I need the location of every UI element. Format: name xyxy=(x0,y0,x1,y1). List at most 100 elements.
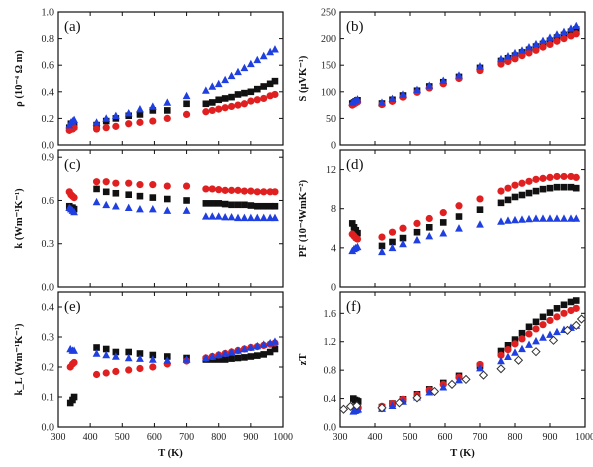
data-point-square xyxy=(260,351,268,358)
y-tick-label: 0.0 xyxy=(42,423,55,434)
data-point-triangle xyxy=(271,213,279,222)
data-point-circle xyxy=(518,335,526,343)
data-point-triangle xyxy=(378,98,386,106)
x-tick-label: 1000 xyxy=(273,432,293,443)
data-point-triangle xyxy=(532,39,540,48)
data-point-square xyxy=(136,192,144,200)
data-point-triangle xyxy=(102,200,111,209)
y-axis-title: ρ (10⁻⁴ Ω m) xyxy=(14,50,25,107)
data-point-square xyxy=(504,341,512,349)
plot-frame xyxy=(339,149,586,288)
data-point-square xyxy=(102,345,110,353)
data-point-triangle xyxy=(439,76,448,84)
data-point-square xyxy=(234,201,242,209)
data-point-triangle xyxy=(214,212,223,220)
data-point-square xyxy=(539,185,547,193)
data-point-triangle xyxy=(221,75,230,84)
data-point-triangle xyxy=(221,349,230,357)
data-point-square xyxy=(532,187,540,195)
data-point-circle xyxy=(221,104,229,112)
data-point-triangle xyxy=(439,229,448,237)
data-point-triangle xyxy=(102,350,111,359)
data-point-triangle xyxy=(476,220,484,228)
series-triangle xyxy=(348,214,581,256)
plot-frame xyxy=(57,149,284,288)
data-point-square xyxy=(125,348,133,356)
series-circle xyxy=(349,304,580,412)
series-circle xyxy=(348,172,580,243)
data-point-triangle xyxy=(253,213,262,222)
y-tick-label: 0.4 xyxy=(324,394,337,405)
data-point-circle xyxy=(247,187,255,195)
data-point-circle xyxy=(271,90,279,99)
data-point-triangle xyxy=(208,352,217,360)
data-point-square xyxy=(572,26,580,33)
data-point-triangle xyxy=(70,207,78,216)
data-point-triangle xyxy=(136,104,144,113)
data-point-square xyxy=(234,91,242,98)
data-point-triangle xyxy=(546,214,554,222)
data-point-diamond-open xyxy=(429,386,440,397)
data-point-circle xyxy=(202,108,210,116)
data-point-circle xyxy=(504,184,512,192)
data-point-square xyxy=(546,309,554,316)
x-tick-label: 600 xyxy=(438,432,453,443)
data-point-circle xyxy=(532,175,540,183)
data-point-triangle xyxy=(92,197,101,206)
y-tick-label: 0.1 xyxy=(42,393,55,404)
data-point-triangle xyxy=(271,337,279,345)
data-point-triangle xyxy=(455,71,463,79)
data-point-square xyxy=(271,202,279,210)
data-point-triangle xyxy=(425,388,434,396)
data-point-square xyxy=(228,355,235,362)
data-point-triangle xyxy=(253,55,262,64)
data-point-circle xyxy=(102,369,110,377)
data-point-square xyxy=(241,89,248,97)
x-tick-label: 900 xyxy=(243,432,258,443)
data-point-triangle xyxy=(271,45,279,53)
series-triangle xyxy=(65,197,279,222)
data-point-triangle xyxy=(553,327,561,336)
data-point-circle xyxy=(539,43,547,51)
data-point-triangle xyxy=(399,90,407,98)
series-circle xyxy=(65,178,279,202)
data-point-square xyxy=(425,224,433,231)
data-point-circle xyxy=(163,182,171,190)
data-point-triangle xyxy=(246,59,255,68)
data-point-square xyxy=(149,107,157,114)
data-point-square xyxy=(439,219,447,226)
data-point-triangle xyxy=(253,341,262,350)
plot-frame xyxy=(339,11,586,146)
data-point-triangle xyxy=(136,354,144,362)
data-point-triangle xyxy=(399,239,407,248)
panel-e: 0.0 0.1 0.2 0.3 0.4 300 400 500 600 700 800 900 1000… xyxy=(14,291,293,459)
plot-frame xyxy=(339,291,586,428)
data-point-circle xyxy=(234,101,242,109)
data-point-diamond-open xyxy=(394,398,405,408)
data-point-circle xyxy=(439,209,447,217)
data-point-triangle xyxy=(518,344,526,353)
data-point-circle xyxy=(163,114,171,122)
y-tick-label: 8 xyxy=(331,204,336,215)
y-tick-label: 0.0 xyxy=(42,141,55,152)
data-point-circle xyxy=(136,364,144,373)
data-point-triangle xyxy=(353,242,362,251)
data-point-square xyxy=(112,189,120,197)
data-point-square xyxy=(572,297,580,304)
data-point-square xyxy=(241,201,248,209)
data-point-circle xyxy=(208,185,216,193)
y-tick-label: 150 xyxy=(321,61,336,72)
data-point-triangle xyxy=(102,114,111,122)
data-point-triangle xyxy=(572,214,581,222)
data-point-circle xyxy=(532,46,540,54)
data-point-triangle xyxy=(201,86,210,94)
data-point-circle xyxy=(102,124,110,132)
data-point-circle xyxy=(227,102,236,111)
data-point-circle xyxy=(553,37,561,45)
y-tick-label: 200 xyxy=(321,34,336,45)
data-point-square xyxy=(125,191,133,199)
data-point-circle xyxy=(560,35,568,43)
series-triangle xyxy=(348,21,581,106)
data-point-square xyxy=(348,220,356,227)
y-tick-label: 100 xyxy=(321,87,336,98)
